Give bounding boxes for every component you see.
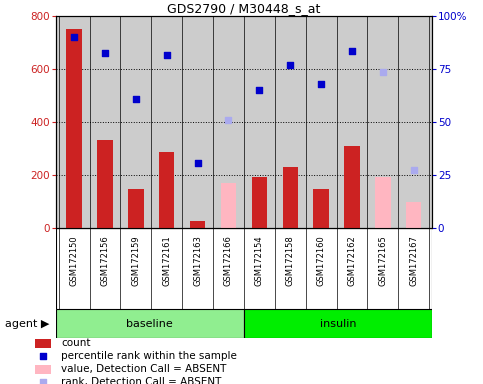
Title: GDS2790 / M30448_s_at: GDS2790 / M30448_s_at	[167, 2, 321, 15]
Text: GSM172162: GSM172162	[347, 235, 356, 286]
Point	[317, 81, 325, 88]
Text: GSM172163: GSM172163	[193, 235, 202, 286]
Text: GSM172159: GSM172159	[131, 235, 141, 286]
Point	[39, 379, 47, 384]
Bar	[313, 189, 329, 228]
Bar	[283, 167, 298, 228]
Text: GSM172161: GSM172161	[162, 235, 171, 286]
Bar	[190, 220, 205, 228]
Point	[256, 88, 263, 94]
Bar	[159, 152, 174, 228]
Bar	[344, 146, 360, 228]
Text: baseline: baseline	[127, 318, 173, 329]
Text: insulin: insulin	[320, 318, 356, 329]
Text: GSM172156: GSM172156	[100, 235, 110, 286]
Bar	[35, 365, 51, 374]
Bar	[375, 177, 391, 228]
Point	[410, 167, 418, 173]
Text: value, Detection Call = ABSENT: value, Detection Call = ABSENT	[61, 364, 227, 374]
Text: GSM172167: GSM172167	[409, 235, 418, 286]
Bar	[252, 177, 267, 228]
Text: GSM172150: GSM172150	[70, 235, 79, 286]
Point	[348, 48, 356, 54]
Point	[286, 62, 294, 68]
Text: rank, Detection Call = ABSENT: rank, Detection Call = ABSENT	[61, 377, 222, 384]
Text: count: count	[61, 338, 91, 348]
Text: GSM172160: GSM172160	[317, 235, 326, 286]
Text: GSM172166: GSM172166	[224, 235, 233, 286]
Point	[225, 117, 232, 123]
Point	[379, 70, 387, 76]
Point	[194, 160, 201, 166]
Bar	[56, 309, 244, 338]
Text: GSM172165: GSM172165	[378, 235, 387, 286]
Point	[101, 50, 109, 56]
Point	[70, 34, 78, 40]
Text: percentile rank within the sample: percentile rank within the sample	[61, 351, 237, 361]
Point	[163, 52, 170, 58]
Bar	[35, 339, 51, 348]
Bar	[66, 30, 82, 228]
Point	[39, 353, 47, 359]
Text: GSM172154: GSM172154	[255, 235, 264, 286]
Text: GSM172158: GSM172158	[286, 235, 295, 286]
Point	[132, 96, 140, 102]
Bar	[221, 183, 236, 228]
Bar	[97, 139, 113, 228]
Bar	[244, 309, 432, 338]
Text: agent ▶: agent ▶	[5, 318, 49, 329]
Bar	[406, 202, 422, 228]
Bar	[128, 189, 143, 228]
